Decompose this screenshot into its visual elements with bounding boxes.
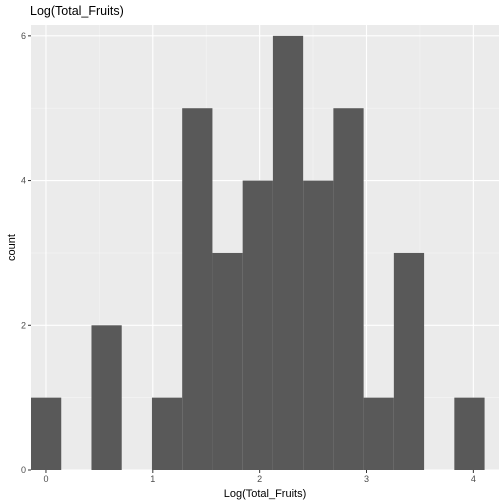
y-axis-title: count bbox=[6, 234, 18, 261]
histogram-bar bbox=[242, 180, 273, 471]
histogram-bar bbox=[91, 325, 122, 470]
histogram-bars bbox=[31, 35, 485, 471]
x-tick-label: 0 bbox=[43, 474, 48, 484]
chart-title: Log(Total_Fruits) bbox=[30, 4, 124, 18]
histogram-bar bbox=[393, 252, 425, 470]
histogram-bar bbox=[363, 397, 394, 470]
x-tick-label: 1 bbox=[150, 474, 155, 484]
histogram-bar bbox=[454, 397, 485, 470]
y-tick-label: 0 bbox=[21, 465, 26, 475]
y-tick-label: 2 bbox=[21, 320, 26, 330]
y-tick-label: 4 bbox=[21, 176, 26, 186]
x-axis-title: Log(Total_Fruits) bbox=[224, 488, 307, 500]
x-tick-label: 4 bbox=[471, 474, 476, 484]
histogram-bar bbox=[151, 397, 183, 470]
x-tick-label: 3 bbox=[364, 474, 369, 484]
y-axis-ticks: 0 2 4 6 bbox=[21, 31, 31, 475]
histogram-bar bbox=[272, 35, 304, 470]
histogram-bar bbox=[303, 180, 334, 471]
histogram-bar bbox=[333, 108, 364, 471]
y-tick-label: 6 bbox=[21, 31, 26, 41]
histogram-bar bbox=[182, 108, 213, 471]
histogram-bar bbox=[31, 397, 62, 470]
x-tick-label: 2 bbox=[257, 474, 262, 484]
histogram-bar bbox=[212, 252, 243, 470]
x-axis-ticks: 0 1 2 3 4 bbox=[43, 470, 476, 484]
